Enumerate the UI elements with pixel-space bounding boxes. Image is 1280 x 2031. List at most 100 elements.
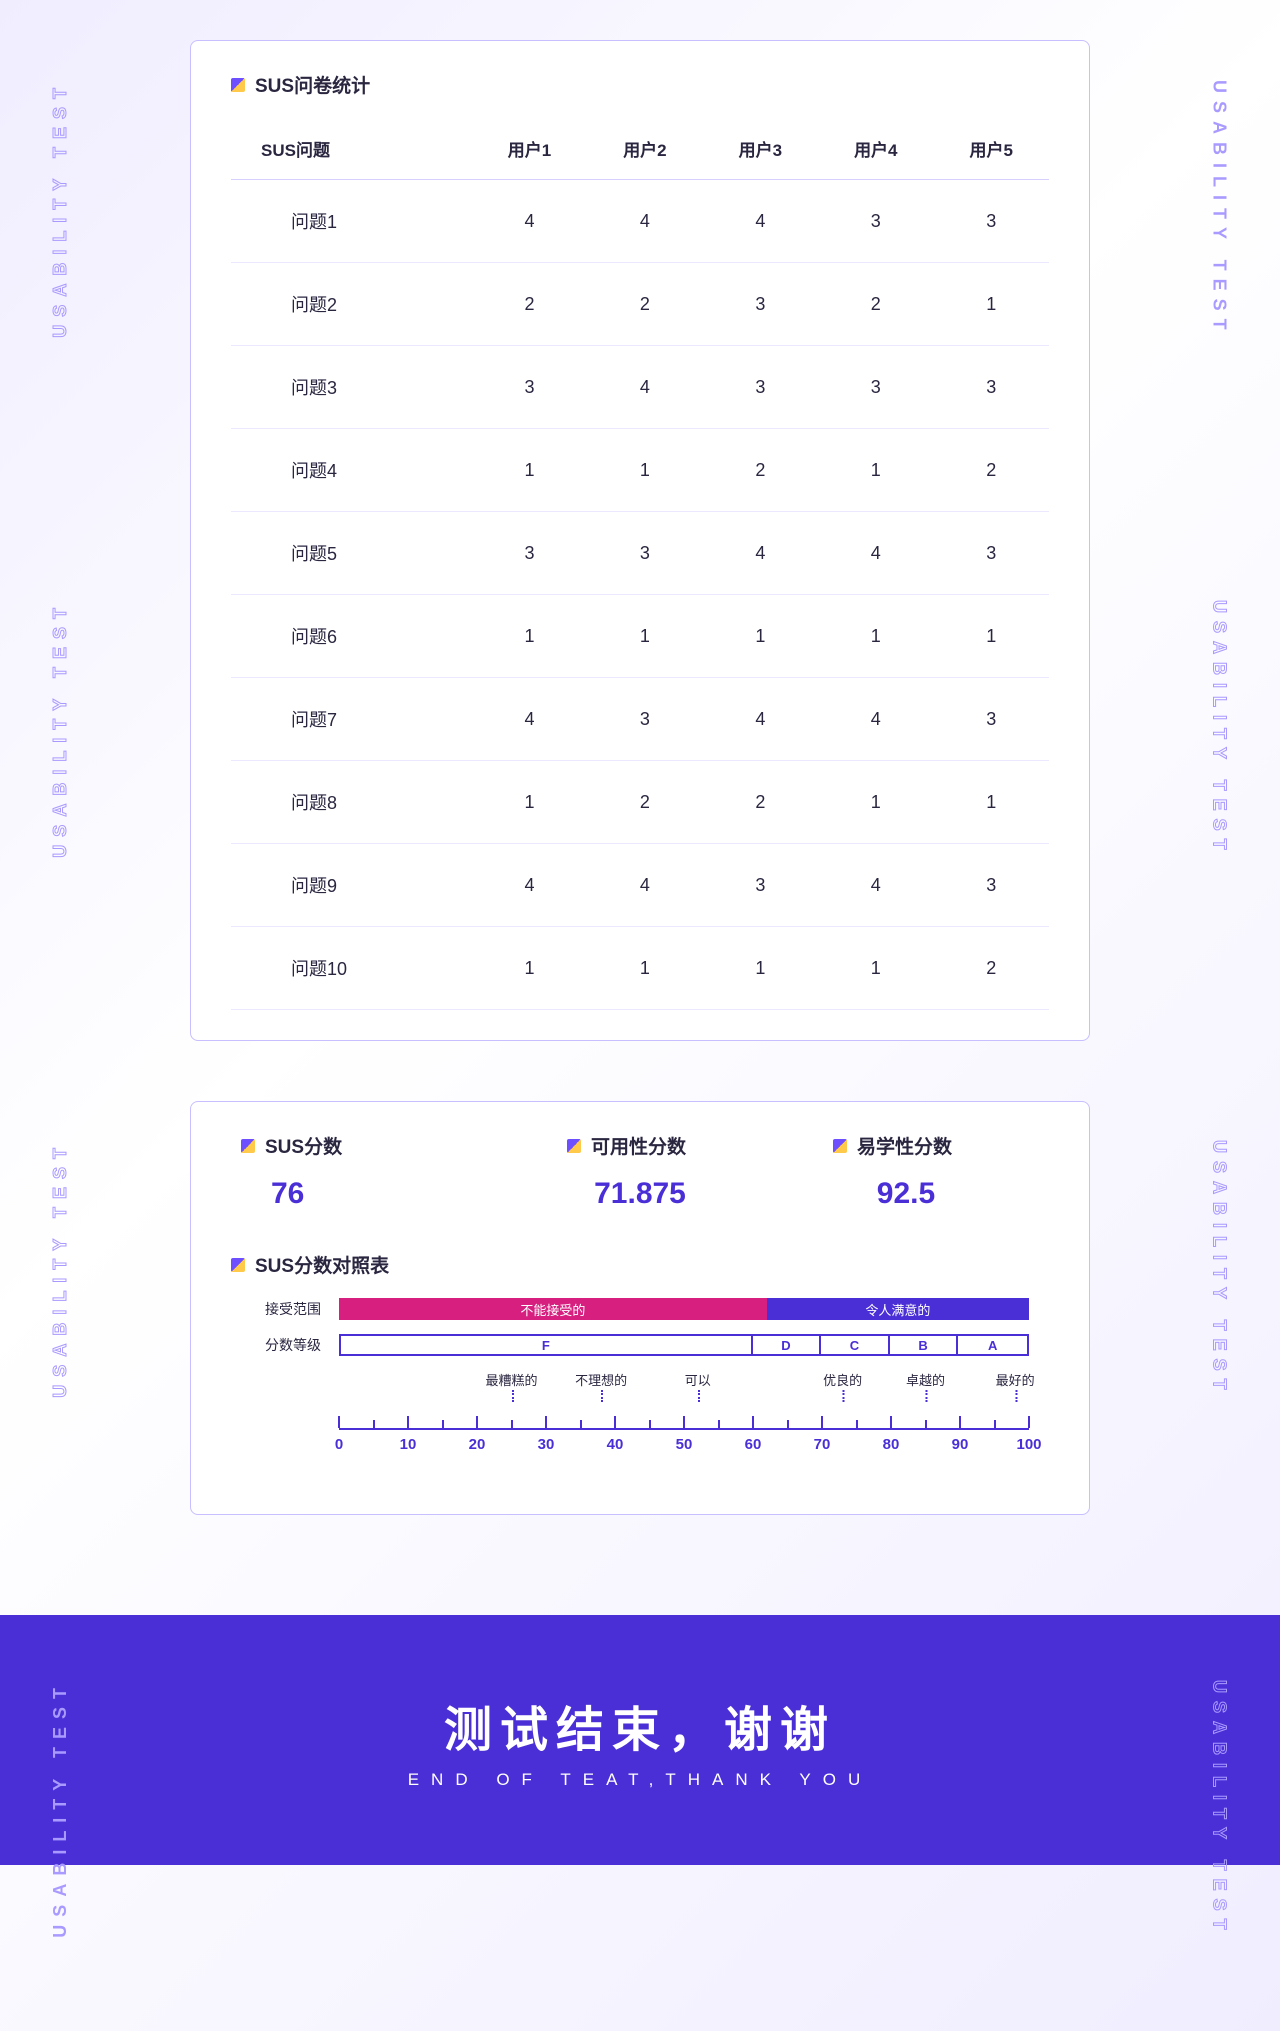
axis-tick-label: 10 <box>400 1436 417 1453</box>
row-label: 问题7 <box>231 678 472 761</box>
axis-tick <box>442 1420 444 1428</box>
axis-tick-label: 30 <box>538 1436 555 1453</box>
grade-segment: D <box>753 1336 822 1354</box>
axis-tick <box>683 1416 685 1428</box>
table-row: 问题812211 <box>231 761 1049 844</box>
axis-tick <box>545 1416 547 1428</box>
compare-chart: 接受范围 不能接受的令人满意的 分数等级 FDCBA 最糟糕的不理想的可以优良的… <box>231 1298 1049 1464</box>
quality-marker: 最好的 <box>996 1370 1035 1389</box>
cell-value: 3 <box>934 180 1049 263</box>
cell-value: 2 <box>703 761 818 844</box>
cell-value: 1 <box>818 761 933 844</box>
axis-tick <box>1028 1416 1030 1428</box>
cell-value: 1 <box>703 595 818 678</box>
cell-value: 4 <box>703 512 818 595</box>
table-row: 问题411212 <box>231 429 1049 512</box>
row-label: 问题4 <box>231 429 472 512</box>
axis-tick-label: 0 <box>335 1436 343 1453</box>
axis-tick <box>994 1420 996 1428</box>
grade-segment: F <box>341 1336 753 1354</box>
side-text-right-2: USABILITY TEST <box>1209 600 1230 858</box>
cell-value: 3 <box>818 180 933 263</box>
cell-value: 2 <box>703 429 818 512</box>
scores-card: SUS分数 76 可用性分数 71.875 易学性分数 92.5 SUS分数对照… <box>190 1101 1090 1515</box>
table-row: 问题944343 <box>231 844 1049 927</box>
usability-score-title: 可用性分数 <box>591 1132 686 1159</box>
grade-segment: B <box>890 1336 959 1354</box>
axis-tick <box>407 1416 409 1428</box>
row-label: 问题9 <box>231 844 472 927</box>
cell-value: 1 <box>934 595 1049 678</box>
axis-tick-label: 90 <box>952 1436 969 1453</box>
cell-value: 4 <box>587 180 702 263</box>
accept-bar: 不能接受的令人满意的 <box>339 1298 1029 1320</box>
cell-value: 1 <box>818 927 933 1010</box>
usability-score-block: 可用性分数 71.875 <box>507 1132 773 1211</box>
side-text-right-3: USABILITY TEST <box>1209 1140 1230 1398</box>
footer-en: END OF TEAT,THANK YOU <box>408 1770 873 1790</box>
row-label: 问题8 <box>231 761 472 844</box>
cell-value: 4 <box>818 678 933 761</box>
table-row: 问题611111 <box>231 595 1049 678</box>
cell-value: 2 <box>934 429 1049 512</box>
side-text-left-4: USABILITY TEST <box>50 1680 71 1938</box>
col-user-1: 用户1 <box>472 118 587 180</box>
cell-value: 4 <box>703 678 818 761</box>
table-row: 问题334333 <box>231 346 1049 429</box>
cell-value: 3 <box>703 263 818 346</box>
bullet-icon <box>567 1139 581 1153</box>
quality-markers: 最糟糕的不理想的可以优良的卓越的最好的 <box>339 1370 1029 1410</box>
row-label: 问题6 <box>231 595 472 678</box>
sus-score-block: SUS分数 76 <box>241 1132 507 1211</box>
cell-value: 1 <box>818 595 933 678</box>
axis-tick <box>752 1416 754 1428</box>
axis-tick <box>580 1420 582 1428</box>
axis-tick-label: 50 <box>676 1436 693 1453</box>
grade-row-label: 分数等级 <box>251 1335 321 1355</box>
table-row: 问题222321 <box>231 263 1049 346</box>
axis-tick <box>476 1416 478 1428</box>
cell-value: 2 <box>472 263 587 346</box>
cell-value: 3 <box>934 512 1049 595</box>
axis-tick <box>718 1420 720 1428</box>
side-text-left-1: USABILITY TEST <box>50 80 71 338</box>
sus-table-card: SUS问卷统计 SUS问题用户1用户2用户3用户4用户5 问题144433问题2… <box>190 40 1090 1041</box>
axis-tick-label: 20 <box>469 1436 486 1453</box>
axis-tick-label: 80 <box>883 1436 900 1453</box>
sus-table-title-text: SUS问卷统计 <box>255 71 370 98</box>
cell-value: 3 <box>472 346 587 429</box>
col-user-3: 用户3 <box>703 118 818 180</box>
side-text-right-1: USABILITY TEST <box>1209 80 1230 338</box>
quality-marker: 优良的 <box>823 1370 862 1389</box>
learnability-score-title: 易学性分数 <box>857 1132 952 1159</box>
cell-value: 1 <box>472 429 587 512</box>
axis-line <box>339 1428 1029 1430</box>
axis-tick-label: 40 <box>607 1436 624 1453</box>
cell-value: 1 <box>472 595 587 678</box>
axis: 0102030405060708090100 <box>339 1410 1029 1464</box>
row-label: 问题10 <box>231 927 472 1010</box>
axis-tick <box>511 1420 513 1428</box>
cell-value: 1 <box>587 927 702 1010</box>
cell-value: 4 <box>587 346 702 429</box>
cell-value: 2 <box>934 927 1049 1010</box>
accept-row-label: 接受范围 <box>251 1299 321 1319</box>
footer-cn: 测试结束，谢谢 <box>444 1690 836 1760</box>
bullet-icon <box>231 1258 245 1272</box>
cell-value: 3 <box>587 512 702 595</box>
cell-value: 4 <box>472 180 587 263</box>
table-row: 问题743443 <box>231 678 1049 761</box>
col-user-2: 用户2 <box>587 118 702 180</box>
cell-value: 4 <box>818 844 933 927</box>
axis-tick <box>787 1420 789 1428</box>
axis-tick-label: 100 <box>1016 1436 1041 1453</box>
row-label: 问题1 <box>231 180 472 263</box>
accept-segment: 令人满意的 <box>767 1298 1029 1320</box>
cell-value: 2 <box>587 761 702 844</box>
side-text-left-3: USABILITY TEST <box>50 1140 71 1398</box>
table-row: 问题1011112 <box>231 927 1049 1010</box>
axis-tick <box>373 1420 375 1428</box>
bullet-icon <box>833 1139 847 1153</box>
axis-tick-label: 70 <box>814 1436 831 1453</box>
scores-row: SUS分数 76 可用性分数 71.875 易学性分数 92.5 <box>231 1132 1049 1211</box>
